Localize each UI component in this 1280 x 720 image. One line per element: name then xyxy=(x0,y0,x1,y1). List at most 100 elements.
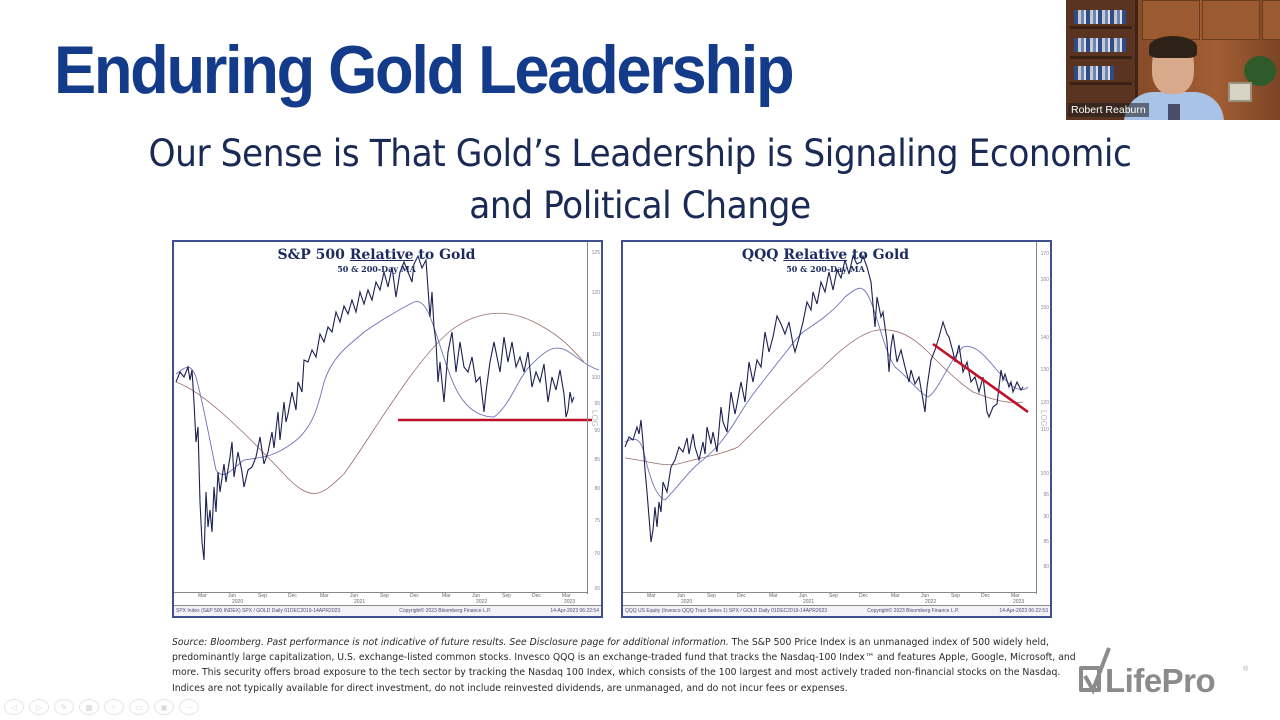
chart-sp500-relative-to-gold: S&P 500 Relative to Gold 50 & 200-Day MA… xyxy=(172,240,603,618)
y-tick: 90 xyxy=(594,428,600,434)
subtitle-line-1: Our Sense is That Gold’s Leadership is S… xyxy=(148,132,1132,175)
security-description: SPX Index (S&P 500 INDEX) SPX / GOLD Dai… xyxy=(176,608,341,614)
subtitle-line-2: and Political Change xyxy=(469,184,811,227)
chart-plot-area xyxy=(175,254,600,561)
y-tick: 65 xyxy=(594,586,600,592)
all-slides-icon[interactable]: ▦ xyxy=(79,699,99,715)
more-options-icon[interactable]: ⋯ xyxy=(179,699,199,715)
x-tick: Mar xyxy=(769,593,778,599)
y-tick: 90 xyxy=(1043,514,1049,520)
chart-subtitle: 50 & 200-Day MA xyxy=(786,264,865,274)
log-scale-label: LOG xyxy=(590,410,599,427)
y-tick: 170 xyxy=(1040,251,1049,257)
zoom-icon[interactable]: ⌕ xyxy=(104,699,124,715)
y-axis: 170 160 150 140 130 120 110 100 95 90 85… xyxy=(1036,242,1050,594)
x-year: 2023 xyxy=(564,599,576,605)
y-axis: 125 120 110 100 95 90 85 80 75 70 65 LOG xyxy=(587,242,601,594)
x-year: 2022 xyxy=(476,599,488,605)
bloomberg-footer: SPX Index (S&P 500 INDEX) SPX / GOLD Dai… xyxy=(174,605,601,616)
chart-title: QQQ Relative to Gold xyxy=(741,247,910,263)
x-year: 2020 xyxy=(681,599,693,605)
y-tick: 110 xyxy=(1041,427,1049,433)
chart-plot-area xyxy=(624,254,1029,543)
x-tick: Mar xyxy=(647,593,656,599)
x-tick: Sep xyxy=(707,593,716,599)
y-tick: 75 xyxy=(594,518,600,524)
x-tick: Sep xyxy=(951,593,960,599)
chart-qqq-relative-to-gold: QQQ Relative to Gold 50 & 200-Day MA 170… xyxy=(621,240,1052,618)
x-tick: Mar xyxy=(1011,593,1020,599)
pen-icon[interactable]: ✎ xyxy=(54,699,74,715)
x-tick: Dec xyxy=(532,593,541,599)
y-tick: 70 xyxy=(594,551,600,557)
previous-slide-icon[interactable]: ◁ xyxy=(4,699,24,715)
x-tick: Mar xyxy=(562,593,571,599)
y-tick: 95 xyxy=(594,401,600,407)
y-tick: 150 xyxy=(1040,305,1049,311)
slide-title: Enduring Gold Leadership xyxy=(54,32,795,108)
security-description: QQQ US Equity (Invesco QQQ Trust Series … xyxy=(625,608,828,614)
x-year: 2022 xyxy=(925,599,937,605)
footnote-source: Source: Bloomberg. Past performance is n… xyxy=(172,637,729,648)
y-tick: 160 xyxy=(1040,277,1049,283)
y-tick: 140 xyxy=(1040,335,1049,341)
x-tick: Dec xyxy=(410,593,419,599)
copyright: Copyright© 2023 Bloomberg Finance L.P. xyxy=(867,608,960,614)
x-tick: Sep xyxy=(502,593,511,599)
log-scale-label: LOG xyxy=(1039,410,1048,427)
x-tick: Jun xyxy=(677,593,686,599)
x-tick: Jun xyxy=(799,593,808,599)
y-tick: 95 xyxy=(1043,492,1049,498)
y-tick: 85 xyxy=(594,457,600,463)
photo-frame-background xyxy=(1228,82,1252,102)
x-axis: Mar Jun Sep Dec Mar Jun Sep Dec Mar Jun … xyxy=(623,592,1036,605)
x-tick: Dec xyxy=(981,593,990,599)
y-tick: 85 xyxy=(1043,539,1049,545)
x-tick: Sep xyxy=(258,593,267,599)
participant-video[interactable]: Robert Reaburn xyxy=(1066,0,1280,120)
x-tick: Dec xyxy=(737,593,746,599)
camera-toggle-icon[interactable]: ▣ xyxy=(154,699,174,715)
checkmark-icon xyxy=(1083,647,1111,695)
y-tick: 100 xyxy=(591,375,600,381)
x-tick: Mar xyxy=(198,593,207,599)
y-tick: 110 xyxy=(592,332,600,338)
bloomberg-footer: QQQ US Equity (Invesco QQQ Trust Series … xyxy=(623,605,1050,616)
x-tick: Dec xyxy=(288,593,297,599)
x-tick: Jun xyxy=(472,593,481,599)
y-tick: 130 xyxy=(1040,367,1049,373)
y-tick: 120 xyxy=(591,290,600,296)
y-tick: 125 xyxy=(591,250,600,256)
bookshelf-background xyxy=(1066,0,1138,120)
presenter-tie xyxy=(1168,104,1180,120)
x-tick: Sep xyxy=(380,593,389,599)
x-tick: Mar xyxy=(320,593,329,599)
copyright: Copyright© 2023 Bloomberg Finance L.P. xyxy=(399,608,492,614)
x-year: 2020 xyxy=(232,599,244,605)
registered-mark: ® xyxy=(1243,666,1249,673)
logo-text: LifePro xyxy=(1105,662,1216,699)
next-slide-icon[interactable]: ▷ xyxy=(29,699,49,715)
chart-title: S&P 500 Relative to Gold xyxy=(277,247,476,263)
x-tick: Sep xyxy=(829,593,838,599)
x-year: 2023 xyxy=(1013,599,1025,605)
participant-name-label: Robert Reaburn xyxy=(1068,103,1149,117)
timestamp: 14-Apr-2023 06:22:53 xyxy=(999,608,1048,614)
disclosure-footnote: Source: Bloomberg. Past performance is n… xyxy=(172,635,1092,696)
x-tick: Dec xyxy=(859,593,868,599)
lifepro-logo: LifePro ® xyxy=(1077,646,1252,699)
x-year: 2021 xyxy=(803,599,815,605)
plant-background xyxy=(1244,56,1276,86)
x-axis: Mar Jun Sep Dec Mar Jun Sep Dec Mar Jun … xyxy=(174,592,587,605)
y-tick: 80 xyxy=(594,486,600,492)
x-tick: Jun xyxy=(921,593,930,599)
x-tick: Mar xyxy=(891,593,900,599)
x-tick: Mar xyxy=(442,593,451,599)
x-tick: Jun xyxy=(350,593,359,599)
presenter-hair xyxy=(1149,36,1197,58)
subtitles-icon[interactable]: ▭ xyxy=(129,699,149,715)
footnote-body: The S&P 500 Price Index is an unmanaged … xyxy=(172,637,1076,694)
presentation-controls: ◁ ▷ ✎ ▦ ⌕ ▭ ▣ ⋯ xyxy=(4,699,199,715)
y-tick: 120 xyxy=(1040,400,1049,406)
x-year: 2021 xyxy=(354,599,366,605)
